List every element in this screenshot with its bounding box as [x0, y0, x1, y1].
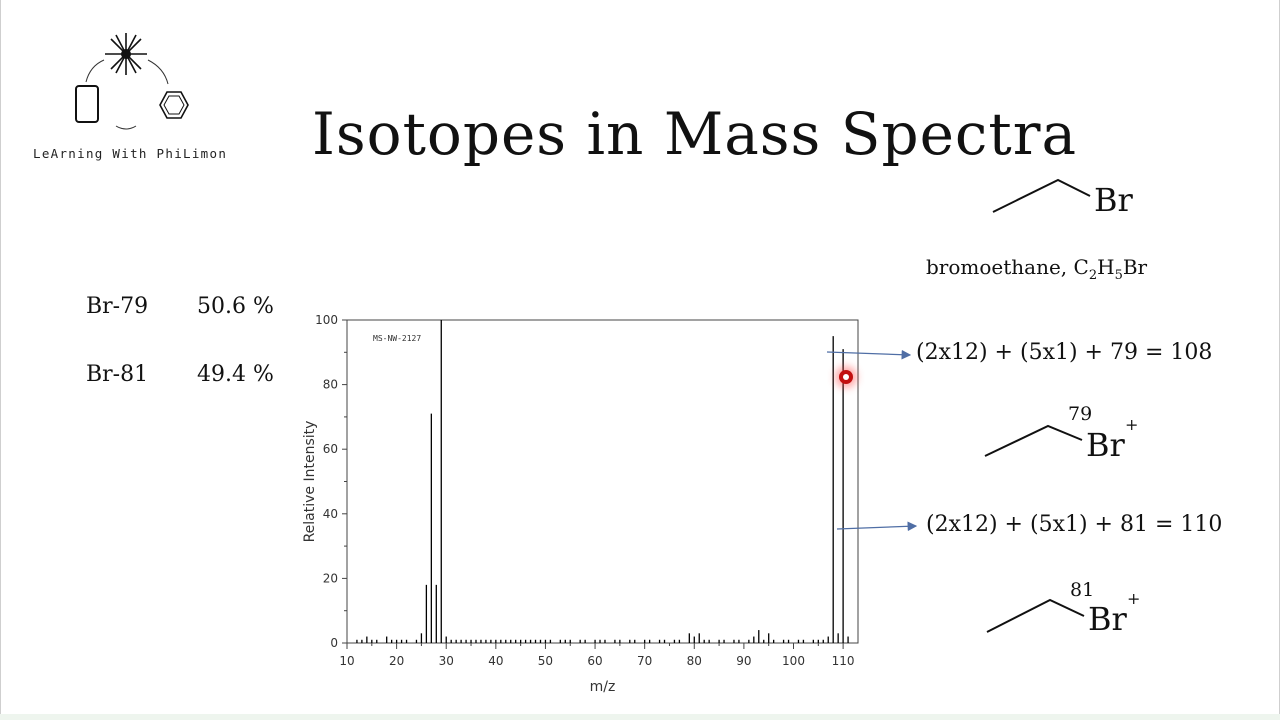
y-tick-label: 40 — [323, 507, 338, 521]
molecule-name-prefix: bromoethane, C — [926, 255, 1089, 279]
x-tick-label: 10 — [339, 654, 354, 668]
x-tick-label: 80 — [687, 654, 702, 668]
molecule-sub-c: 2 — [1088, 268, 1098, 283]
equation-mz-110: (2x12) + (5x1) + 81 = 110 — [926, 512, 1223, 537]
slide-title: Isotopes in Mass Spectra — [312, 100, 1078, 168]
isotope-79-label: 79 — [1068, 403, 1092, 425]
x-tick-label: 20 — [389, 654, 404, 668]
structure-br-label: Br — [1094, 181, 1134, 219]
x-tick-label: 110 — [832, 654, 855, 668]
pointer-cursor — [839, 370, 853, 384]
logo-icon — [75, 33, 189, 130]
ion-81-br-label: Br — [1088, 600, 1128, 638]
ion-79-charge: + — [1125, 415, 1138, 434]
y-tick-label: 20 — [323, 571, 338, 585]
ion-79-br-label: Br — [1086, 426, 1126, 464]
molecule-name: bromoethane, C2H5Br — [926, 255, 1147, 283]
molecule-name-h: H — [1097, 255, 1115, 279]
logo-text: LeArning With PhiLimon — [33, 146, 228, 161]
molecule-name-br: Br — [1122, 255, 1148, 279]
y-tick-label: 0 — [330, 636, 338, 650]
arrow-to-eq2 — [836, 521, 918, 532]
logo — [28, 30, 238, 170]
molecule-sub-h: 5 — [1114, 268, 1123, 283]
x-tick-label: 30 — [439, 654, 454, 668]
x-tick-label: 40 — [488, 654, 503, 668]
y-tick-label: 60 — [323, 442, 338, 456]
ion-81-charge: + — [1127, 589, 1140, 608]
bottom-bar — [0, 714, 1280, 720]
annotation-arrows — [826, 349, 918, 532]
bromoethane-structure: Br — [990, 172, 1140, 226]
mass-spectrum-chart: 0 20 40 60 80 100 10 20 30 40 50 60 70 80 90 100 110 m/z R… — [302, 313, 859, 695]
y-tick-label: 100 — [315, 313, 338, 327]
x-tick-label: 70 — [637, 654, 652, 668]
plot-frame — [346, 319, 859, 644]
x-tick-label: 60 — [587, 654, 602, 668]
x-tick-label: 100 — [782, 654, 805, 668]
x-axis-label: m/z — [590, 679, 616, 695]
y-tick-label: 80 — [323, 378, 338, 392]
isotope-81-label: 81 — [1070, 579, 1094, 601]
ion-81br-structure: 81 Br + — [984, 574, 1144, 648]
chart-id-label: MS-NW-2127 — [373, 334, 421, 343]
equation-mz-108: (2x12) + (5x1) + 79 = 108 — [916, 340, 1213, 365]
y-axis-label: Relative Intensity — [302, 421, 318, 543]
isotope-label-br79: Br-79 — [86, 294, 149, 319]
arrow-to-eq1 — [826, 349, 912, 360]
x-tick-label: 90 — [736, 654, 751, 668]
isotope-abundance-br79: 50.6 % — [197, 294, 274, 319]
isotope-label-br81: Br-81 — [86, 362, 149, 387]
isotope-abundance-br81: 49.4 % — [197, 362, 274, 387]
ion-79br-structure: 79 Br + — [982, 400, 1142, 474]
x-tick-label: 50 — [538, 654, 553, 668]
